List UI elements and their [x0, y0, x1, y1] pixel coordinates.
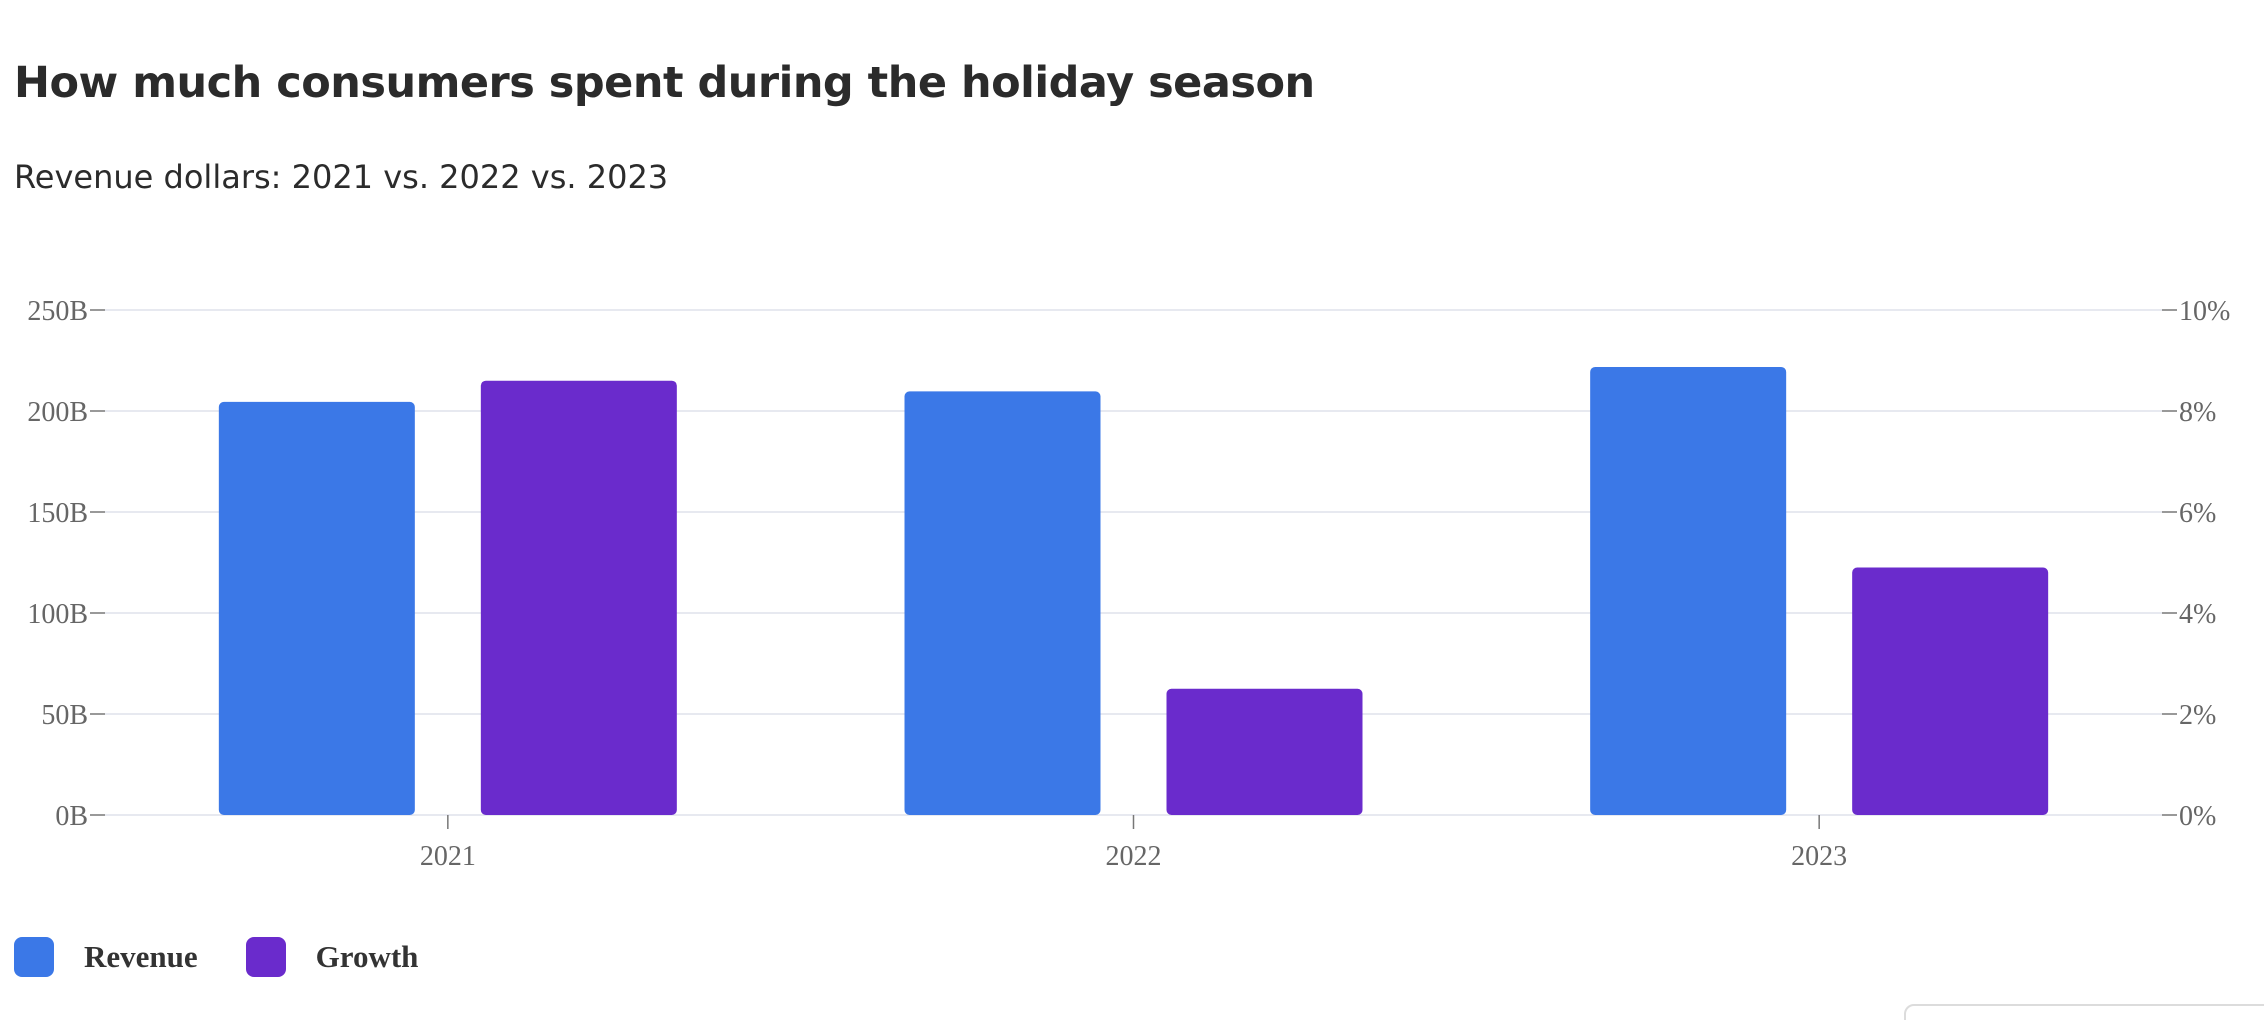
- legend-label-growth: Growth: [315, 939, 419, 974]
- chart-subtitle: Revenue dollars: 2021 vs. 2022 vs. 2023: [14, 158, 669, 196]
- y-tick-label-right: 0%: [2179, 801, 2216, 832]
- x-tick-label: 2022: [1106, 841, 1162, 872]
- legend-label-revenue: Revenue: [84, 939, 198, 974]
- y-tick-label-left: 100B: [27, 599, 88, 630]
- y-tick-label-right: 6%: [2179, 498, 2216, 529]
- chart-title: How much consumers spent during the holi…: [14, 58, 1315, 108]
- y-tick-label-left: 150B: [27, 498, 88, 529]
- y-tick-label-right: 10%: [2179, 296, 2230, 327]
- bar-revenue-2021: [218, 401, 415, 815]
- y-tick-label-right: 8%: [2179, 397, 2216, 428]
- bar-chart: 0B 50B 100B 150B 200B 250B 0% 2% 4% 6% 8% 10% 2021 20…: [27, 296, 2230, 872]
- bar-growth-2022: [1166, 688, 1363, 815]
- y-tick-label-left: 250B: [27, 296, 88, 327]
- y-tick-label-left: 0B: [55, 801, 88, 832]
- legend-item-revenue[interactable]: Revenue: [14, 937, 198, 977]
- corner-widget: [1904, 1004, 2264, 1020]
- legend-swatch-revenue: [14, 937, 54, 977]
- x-tick-label: 2023: [1791, 841, 1847, 872]
- bar-growth-2023: [1852, 567, 2049, 815]
- y-tick-label-right: 2%: [2179, 700, 2216, 731]
- y-tick-label-right: 4%: [2179, 599, 2216, 630]
- bar-revenue-2023: [1590, 366, 1787, 815]
- chart-legend: Revenue Growth: [14, 937, 466, 977]
- bar-revenue-2022: [904, 391, 1101, 815]
- legend-item-growth[interactable]: Growth: [245, 937, 419, 977]
- legend-swatch-growth: [245, 937, 286, 977]
- x-tick-label: 2021: [420, 841, 476, 872]
- y-tick-label-left: 200B: [27, 397, 88, 428]
- y-tick-label-left: 50B: [41, 700, 88, 731]
- bar-growth-2021: [480, 380, 677, 815]
